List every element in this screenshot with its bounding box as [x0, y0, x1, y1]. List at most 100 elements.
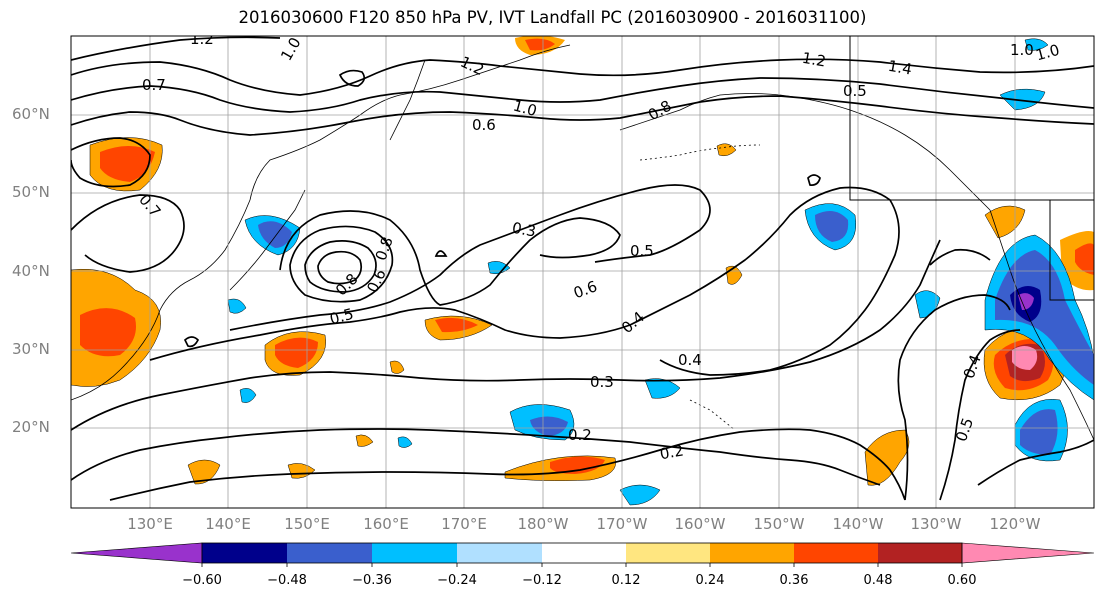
pv-contour	[289, 225, 394, 303]
contour-label: 0.4	[678, 351, 702, 369]
pv-contour	[71, 428, 881, 486]
colorbar-segment	[710, 543, 794, 563]
negative-anomaly-central-south-core	[530, 416, 568, 436]
contour-label: 0.5	[328, 305, 356, 329]
contour-label: 0.3	[511, 219, 538, 241]
pv-contour	[149, 186, 900, 376]
pv-contour	[71, 194, 185, 273]
negative-anomaly-small-4	[1024, 38, 1049, 51]
colorbar-segment	[961, 542, 1095, 564]
colorbar-tick-label: 0.36	[779, 573, 809, 588]
longitude-label: 140°E	[205, 515, 251, 533]
contour-label: 0.6	[472, 116, 496, 134]
map-area: 1.2 1.0 1.2 0.7 1.0 0.6 0.8 1.0 0.7 1.2 …	[71, 30, 1094, 508]
colorbar-segment	[287, 543, 372, 563]
colorbar-tick-label: 0.60	[947, 573, 977, 588]
positive-anomaly-small-1	[355, 434, 374, 447]
colorbar-segment	[626, 543, 710, 563]
pv-contour	[71, 77, 1094, 113]
contour-label: 1.2	[801, 49, 828, 71]
colorbar-segment	[878, 543, 962, 563]
colorbar-tick-label: −0.48	[267, 573, 307, 588]
positive-anomaly-hawaii-east	[864, 429, 910, 486]
positive-anomaly-siberia-core	[100, 146, 155, 182]
pv-contour	[183, 336, 200, 348]
contour-label: 0.3	[590, 373, 614, 391]
longitude-label: 160°W	[674, 515, 726, 533]
colorbar-frame	[201, 542, 963, 564]
coastline-asia	[71, 44, 571, 401]
negative-anomaly-gulf-alaska-core	[815, 211, 849, 242]
contour-label: 1.2	[190, 30, 214, 48]
colorbar-segment	[794, 543, 878, 563]
pv-contour	[317, 250, 363, 285]
pv-contour	[977, 439, 1094, 486]
positive-anomaly-central-core	[435, 317, 478, 333]
negative-anomaly-japan-core	[258, 221, 292, 248]
negative-anomaly-small-3	[397, 436, 413, 448]
contour-label: 0.5	[630, 242, 654, 260]
pv-contours	[71, 36, 1094, 501]
coastline-alaska	[619, 93, 991, 211]
positive-anomaly-east-china-core	[80, 308, 136, 357]
contour-label: 0.2	[568, 426, 592, 444]
colorbar-tick-label: −0.24	[437, 573, 477, 588]
contour-label: 0.7	[142, 76, 166, 94]
longitude-label: 180°W	[517, 515, 569, 533]
latitude-label: 20°N	[12, 418, 50, 436]
pv-contour	[939, 329, 1021, 501]
negative-anomaly-southeast-core	[1020, 409, 1058, 455]
longitude-label: 120°W	[989, 515, 1041, 533]
longitude-label: 160°E	[363, 515, 409, 533]
coastline-japan	[229, 189, 306, 291]
longitude-label: 150°E	[284, 515, 330, 533]
latitude-label: 50°N	[12, 183, 50, 201]
positive-anomaly-small-4	[716, 143, 737, 157]
colorbar-segment	[457, 543, 542, 563]
colorbar-segment	[542, 543, 626, 563]
colorbar-tick-label: −0.36	[352, 573, 392, 588]
latitude-label: 30°N	[12, 340, 50, 358]
colorbar	[70, 542, 1095, 567]
longitude-label: 130°E	[127, 515, 173, 533]
positive-anomaly-rockies-core	[1075, 243, 1094, 275]
longitude-label: 170°E	[441, 515, 487, 533]
negative-anomaly-small-1	[239, 388, 257, 403]
colorbar-tick-label: −0.60	[182, 573, 222, 588]
positive-anomaly-kamchatka-core	[525, 38, 555, 51]
contour-label: 1.0	[1034, 41, 1062, 65]
coastline-kamchatka	[389, 59, 426, 141]
negative-anomaly-oregon-max	[1018, 293, 1034, 310]
pv-contour	[71, 95, 1094, 136]
pv-contour	[71, 239, 941, 431]
gridlines	[71, 36, 1094, 508]
contour-label: 1.0	[1010, 41, 1034, 59]
pv-contour	[807, 174, 821, 186]
map-title: 2016030600 F120 850 hPa PV, IVT Landfall…	[238, 8, 867, 27]
negative-anomaly-midway	[644, 378, 681, 399]
negative-anomaly-oregon-mid	[995, 250, 1094, 385]
longitude-label: 130°W	[910, 515, 962, 533]
positive-anomaly-baja-max	[1012, 346, 1038, 370]
contour-label: 0.5	[843, 82, 867, 100]
colorbar-tick-label: 0.24	[695, 573, 725, 588]
colorbar-segment	[202, 543, 287, 563]
pv-contour	[71, 137, 151, 188]
positive-anomaly-west-small	[187, 459, 221, 485]
pv-contour	[897, 294, 1011, 501]
region-boxes	[849, 36, 1094, 301]
latitude-label: 40°N	[12, 262, 50, 280]
pv-contour	[71, 58, 1094, 96]
longitude-label: 170°W	[596, 515, 648, 533]
negative-anomaly-tropics	[619, 484, 661, 506]
contour-label: 1.0	[511, 97, 539, 121]
colorbar-tick-label: −0.12	[522, 573, 562, 588]
contour-label: 1.4	[887, 57, 914, 79]
pv-contour	[109, 428, 906, 501]
pv-contour	[279, 210, 621, 306]
map-frame	[70, 35, 1095, 509]
colorbar-tick-label: 0.48	[863, 573, 893, 588]
pv-contour	[929, 248, 991, 266]
negative-anomaly-small-2	[227, 298, 247, 314]
